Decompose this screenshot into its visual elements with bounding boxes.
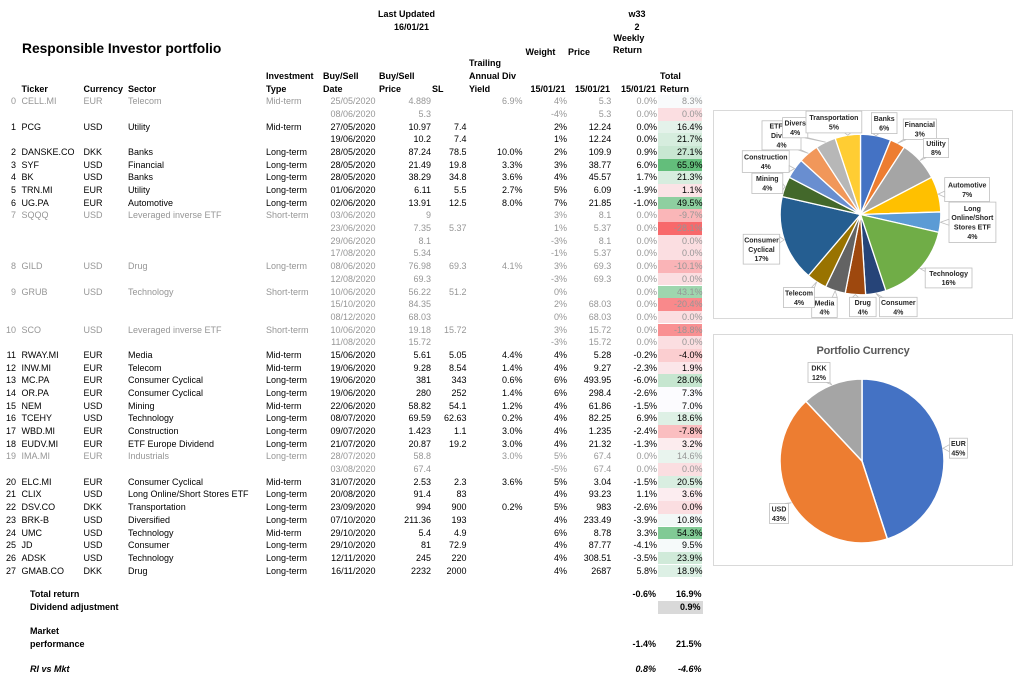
svg-text:4%: 4% xyxy=(762,185,773,192)
svg-text:4%: 4% xyxy=(794,299,805,306)
svg-text:4%: 4% xyxy=(761,163,772,170)
svg-text:4%: 4% xyxy=(858,309,869,316)
svg-text:4%: 4% xyxy=(819,309,830,316)
svg-text:Telecom: Telecom xyxy=(785,290,813,297)
svg-text:Drug: Drug xyxy=(855,299,871,306)
svg-text:Divide: Divide xyxy=(771,133,792,140)
svg-text:12%: 12% xyxy=(812,375,827,382)
svg-text:Portfolio Currency: Portfolio Currency xyxy=(817,345,911,357)
svg-text:Financial: Financial xyxy=(905,122,935,129)
svg-text:Construction: Construction xyxy=(744,154,788,161)
svg-text:4%: 4% xyxy=(893,309,904,316)
svg-text:45%: 45% xyxy=(951,451,966,458)
svg-text:Banks: Banks xyxy=(874,116,895,123)
svg-text:USD: USD xyxy=(772,506,787,513)
svg-text:16%: 16% xyxy=(942,280,957,287)
svg-text:7%: 7% xyxy=(962,191,973,198)
svg-text:3%: 3% xyxy=(915,131,926,138)
svg-text:ETF Eu: ETF Eu xyxy=(769,123,793,130)
svg-text:17%: 17% xyxy=(754,256,769,263)
svg-text:5%: 5% xyxy=(829,124,840,131)
svg-text:8%: 8% xyxy=(931,150,942,157)
svg-text:4%: 4% xyxy=(776,142,787,149)
svg-text:Technology: Technology xyxy=(929,270,968,277)
svg-text:Mining: Mining xyxy=(756,176,779,183)
svg-text:Automotive: Automotive xyxy=(948,182,987,189)
svg-text:4%: 4% xyxy=(790,130,801,137)
svg-text:43%: 43% xyxy=(772,516,787,523)
svg-text:Consumer: Consumer xyxy=(881,299,916,306)
svg-text:Consumer: Consumer xyxy=(744,237,779,244)
svg-text:Cyclical: Cyclical xyxy=(748,246,775,253)
svg-text:EUR: EUR xyxy=(951,441,966,448)
svg-text:Long: Long xyxy=(964,205,981,212)
svg-text:Utility: Utility xyxy=(926,140,946,147)
svg-text:Transportation: Transportation xyxy=(809,114,858,121)
svg-text:6%: 6% xyxy=(879,125,890,132)
svg-text:4%: 4% xyxy=(967,234,978,241)
svg-text:Media: Media xyxy=(815,300,835,307)
svg-text:Online/Short: Online/Short xyxy=(951,215,994,222)
svg-text:DKK: DKK xyxy=(811,365,826,372)
svg-text:Divers: Divers xyxy=(784,120,806,127)
svg-text:Stores ETF: Stores ETF xyxy=(954,224,992,231)
